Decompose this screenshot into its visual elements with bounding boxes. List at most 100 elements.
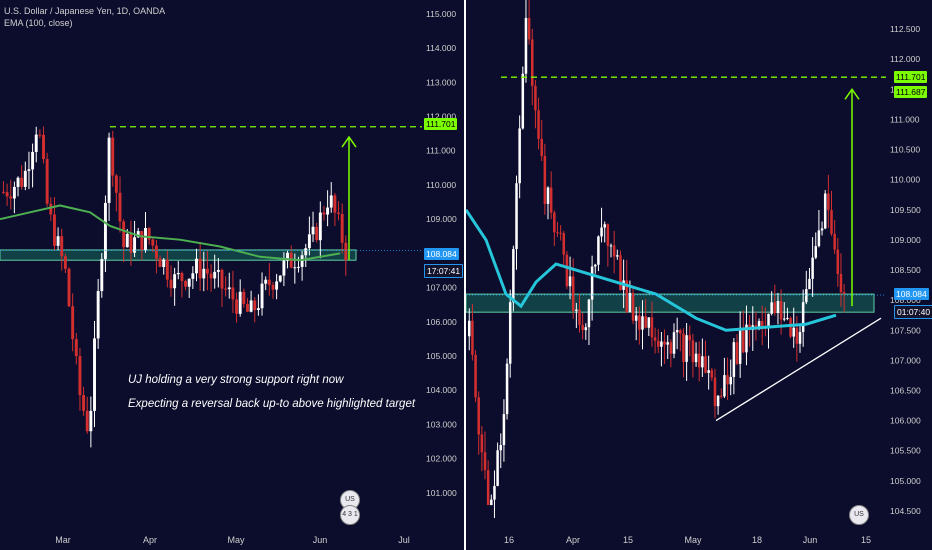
- candle-body: [114, 175, 118, 193]
- candle-body: [682, 333, 685, 362]
- candle-body: [235, 299, 239, 314]
- candle-body: [603, 224, 606, 228]
- candle-body: [275, 281, 279, 290]
- annotation-line-2: Expecting a reversal back up-to above hi…: [128, 398, 416, 410]
- event-badge-icon[interactable]: 4 3 1: [340, 505, 360, 525]
- y-tick-label: 105.000: [890, 476, 921, 486]
- chart-right-canvas[interactable]: 112.500112.000111.500111.000110.500110.0…: [466, 0, 932, 550]
- candle-body: [801, 302, 805, 332]
- candle-body: [657, 340, 660, 347]
- candle-body: [647, 317, 651, 328]
- candle-body: [543, 155, 547, 204]
- candle-body: [531, 39, 534, 86]
- candle-body: [735, 342, 739, 364]
- candle-body: [600, 227, 603, 237]
- y-tick-label: 110.500: [890, 145, 920, 155]
- candle-body: [23, 170, 27, 187]
- y-tick-label: 107.000: [426, 283, 457, 293]
- candle-body: [508, 302, 512, 364]
- candle-body: [307, 234, 311, 249]
- candle-body: [260, 283, 264, 309]
- y-tick-label: 111.000: [890, 114, 920, 124]
- candle-body: [286, 252, 289, 261]
- candle-body: [220, 269, 224, 289]
- y-tick-label: 109.000: [890, 235, 921, 245]
- candle-body: [644, 316, 647, 328]
- chart-left-canvas[interactable]: 115.000 114.000 113.000 112.000 111.000 110.0…: [0, 0, 464, 550]
- candle-body: [697, 353, 701, 368]
- candle-body: [242, 291, 246, 305]
- x-tick-label: 18: [752, 535, 762, 545]
- candle-body: [612, 245, 616, 257]
- candle-body: [546, 187, 550, 204]
- candle-body: [483, 452, 487, 471]
- candle-body: [31, 151, 35, 170]
- x-tick-label: Mar: [55, 535, 71, 545]
- candle-body: [20, 177, 24, 187]
- candle-body: [660, 341, 663, 347]
- y-tick-label: 109.000: [426, 214, 457, 224]
- current-price-tag-right: 108.084: [894, 288, 929, 300]
- y-tick-label: 109.500: [890, 205, 921, 215]
- candle-body: [754, 325, 758, 328]
- candle-body: [515, 183, 518, 250]
- symbol-title: U.S. Dollar / Japanese Yen, 1D, OANDA: [4, 6, 166, 16]
- indicator-label: EMA (100, close): [4, 18, 73, 28]
- candle-body: [820, 228, 824, 231]
- candle-body: [770, 302, 773, 314]
- x-tick-label: May: [227, 535, 245, 545]
- candle-body: [107, 137, 111, 203]
- x-tick-label: 16: [504, 535, 514, 545]
- candle-body: [534, 85, 537, 111]
- candle-body: [304, 248, 308, 256]
- candle-body: [760, 321, 764, 326]
- candle-body: [811, 257, 814, 279]
- y-tick-label: 110.000: [890, 175, 920, 185]
- candle-body: [56, 236, 60, 246]
- candle-body: [707, 370, 710, 373]
- chart-panel-left[interactable]: 115.000 114.000 113.000 112.000 111.000 110.0…: [0, 0, 464, 550]
- candle-body: [757, 321, 761, 328]
- candle-body: [575, 309, 578, 311]
- candle-body: [653, 337, 657, 341]
- y-tick-label: 106.000: [890, 416, 921, 426]
- candle-body: [594, 264, 597, 267]
- candle-body: [165, 259, 169, 280]
- x-tick-label: Apr: [566, 535, 580, 545]
- candle-body: [625, 280, 629, 313]
- ema-line: [466, 208, 837, 332]
- x-tick-label: Jun: [313, 535, 328, 545]
- countdown-tag-right: 01:07:40: [894, 305, 932, 319]
- candle-body: [326, 207, 330, 215]
- candle-body: [521, 73, 525, 129]
- candle-body: [147, 227, 151, 240]
- y-tick-label: 108.500: [890, 265, 921, 275]
- candle-body: [512, 249, 515, 303]
- panel-divider[interactable]: [464, 0, 466, 550]
- candle-body: [688, 335, 692, 341]
- candle-body: [779, 300, 783, 320]
- candle-body: [679, 330, 682, 334]
- candle-body: [666, 342, 669, 345]
- candle-body: [38, 134, 42, 136]
- candle-body: [798, 331, 802, 344]
- candle-body: [191, 273, 195, 279]
- candle-body: [716, 395, 720, 407]
- candle-body: [584, 327, 588, 331]
- y-tick-label: 108.000: [890, 295, 921, 305]
- candle-body: [789, 317, 792, 337]
- candle-body: [827, 193, 830, 211]
- candle-body: [209, 273, 213, 279]
- candle-body: [480, 434, 484, 453]
- candle-body: [158, 258, 162, 268]
- support-zone: [0, 249, 357, 261]
- chart-panel-right[interactable]: 112.500112.000111.500111.000110.500110.0…: [466, 0, 932, 550]
- x-tick-label: Jul: [398, 535, 410, 545]
- candle-body: [5, 192, 9, 197]
- x-tick-label: Apr: [143, 535, 157, 545]
- event-flag-icon-right[interactable]: US: [849, 505, 869, 525]
- candle-body: [42, 134, 45, 160]
- candle-body: [701, 356, 704, 368]
- candle-body: [578, 309, 581, 325]
- candle-body: [118, 192, 122, 222]
